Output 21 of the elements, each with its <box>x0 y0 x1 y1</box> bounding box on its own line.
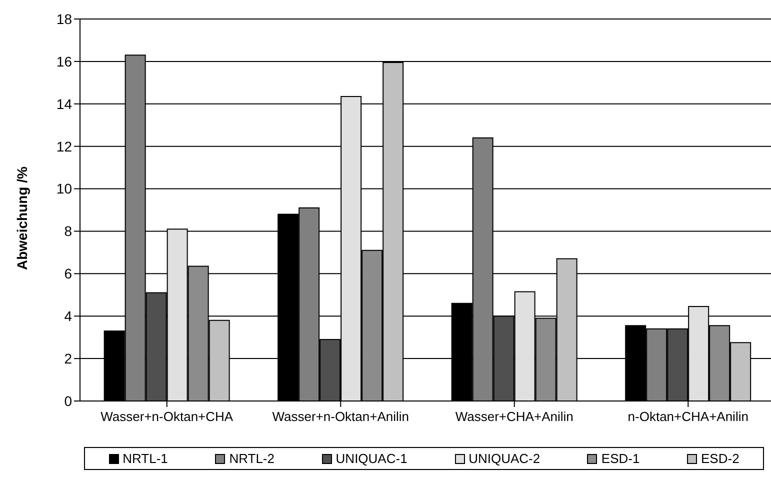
y-tick-label: 2 <box>64 350 72 367</box>
y-axis-title: Abweichung /% <box>14 166 30 270</box>
y-tick-label: 18 <box>56 10 72 27</box>
y-tick-label: 12 <box>56 138 72 154</box>
legend-label: UNIQUAC-2 <box>468 451 540 466</box>
legend-label: NRTL-2 <box>228 451 274 466</box>
legend-label: ESD-2 <box>700 451 740 466</box>
y-tick-label: 8 <box>64 223 72 240</box>
x-tick-label: n-Oktan+CHA+Anilin <box>628 409 748 424</box>
y-tick-label: 16 <box>56 53 72 70</box>
legend-label: UNIQUAC-1 <box>334 451 408 466</box>
x-tick-label: Wasser+n-Oktan+CHA <box>100 409 234 424</box>
x-tick-label: Wasser+CHA+Anilin <box>455 409 574 424</box>
legend-label: ESD-1 <box>600 451 640 466</box>
y-tick-label: 10 <box>56 180 72 197</box>
y-tick-label: 0 <box>64 392 72 409</box>
x-tick-label: Wasser+n-Oktan+Anilin <box>272 409 410 424</box>
legend-label: NRTL-1 <box>122 451 168 466</box>
y-tick-label: 6 <box>64 266 72 282</box>
y-tick-label: 14 <box>56 96 72 112</box>
y-tick-label: 4 <box>64 308 72 324</box>
